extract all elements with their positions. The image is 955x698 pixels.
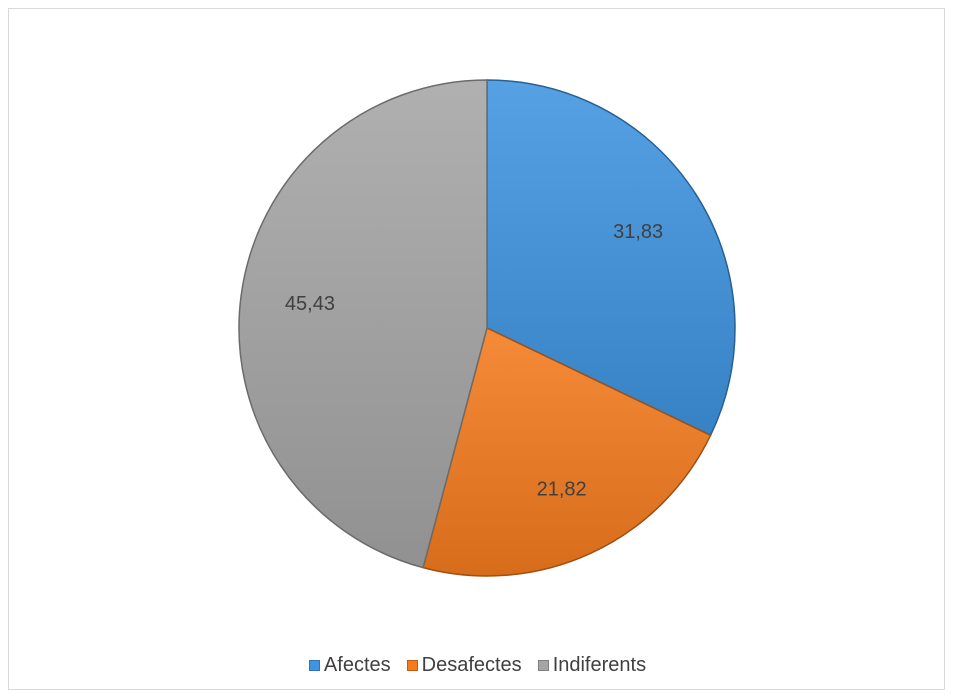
pie-data-labels: 31,83 21,82 45,43 [285, 221, 663, 500]
legend-item-afectes: Afectes [308, 654, 391, 677]
legend-swatch-desafectes [406, 660, 418, 671]
pie-slice-indiferents [238, 79, 488, 569]
legend-label-desafectes: Desafectes [421, 654, 522, 676]
legend-label-afectes: Afectes [323, 654, 391, 676]
chart-legend: Afectes Desafectes Indiferents [0, 654, 955, 677]
pie-slice-desafectes [422, 326, 712, 577]
legend-item-indiferents: Indiferents [537, 654, 647, 677]
data-label-indiferents: 45,43 [285, 293, 335, 315]
legend-item-desafectes: Desafectes [406, 654, 522, 677]
data-label-afectes: 31,83 [613, 221, 663, 243]
data-label-desafectes: 21,82 [537, 478, 587, 500]
legend-swatch-indiferents [537, 660, 549, 671]
pie-slice-afectes [486, 79, 736, 437]
legend-label-indiferents: Indiferents [552, 654, 647, 676]
legend-swatch-afectes [308, 660, 320, 671]
pie-slices [238, 79, 736, 577]
